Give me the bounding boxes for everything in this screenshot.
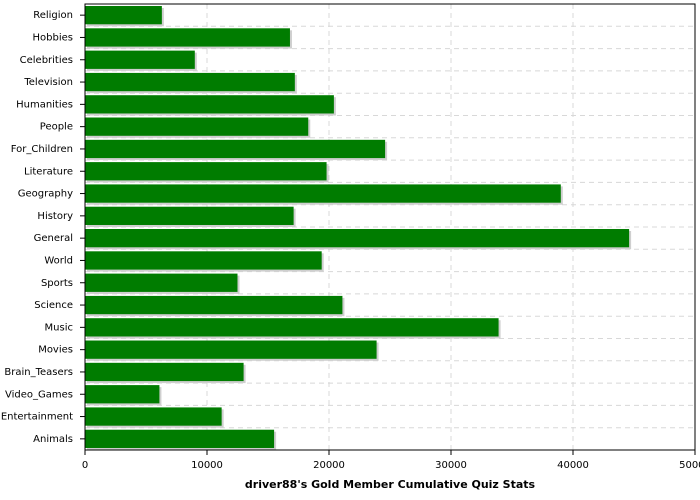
y-tick-label: Celebrities [20, 55, 73, 66]
x-axis-title: driver88's Gold Member Cumulative Quiz S… [245, 478, 536, 491]
bar [85, 28, 290, 47]
y-tick-label: Religion [33, 10, 73, 21]
y-tick-label: Science [34, 300, 73, 311]
bar [85, 340, 377, 359]
y-tick-label: Entertainment [1, 412, 73, 423]
bar [85, 407, 222, 426]
y-tick-label: Movies [38, 345, 73, 356]
y-tick-label: Literature [24, 166, 73, 177]
y-tick-label: For_Children [11, 144, 73, 155]
bar [85, 273, 238, 292]
bar [85, 295, 343, 315]
bar [85, 318, 499, 337]
y-tick-label: General [34, 233, 73, 244]
y-tick-label: Video_Games [5, 389, 73, 400]
y-tick-label: Humanities [16, 99, 73, 110]
x-tick-label: 50000 [679, 460, 700, 471]
y-tick-label: Animals [33, 434, 73, 445]
y-tick-label: Hobbies [33, 32, 73, 43]
bar [85, 385, 160, 404]
bar [85, 429, 275, 448]
bar [85, 117, 309, 136]
x-tick-label: 0 [82, 460, 88, 471]
y-tick-label: Brain_Teasers [4, 367, 73, 378]
x-tick-label: 40000 [557, 460, 589, 471]
bar [85, 229, 630, 248]
bar [85, 139, 386, 159]
y-tick-label: World [44, 255, 73, 266]
y-tick-label: History [37, 211, 73, 222]
y-tick-label: Sports [41, 278, 73, 289]
y-tick-label: Geography [18, 189, 73, 200]
bar [85, 251, 322, 270]
x-tick-label: 10000 [191, 460, 223, 471]
x-tick-label: 20000 [313, 460, 345, 471]
bar [85, 362, 244, 382]
bar [85, 72, 295, 92]
bar [85, 162, 327, 181]
bar [85, 184, 561, 203]
y-tick-label: People [40, 122, 73, 133]
y-tick-label: Television [23, 77, 73, 88]
y-tick-label: Music [45, 322, 73, 333]
bar [85, 206, 294, 225]
bar [85, 95, 334, 114]
bar [85, 50, 195, 69]
bar [85, 6, 162, 25]
plot-frame [84, 3, 696, 451]
x-tick-label: 30000 [435, 460, 467, 471]
